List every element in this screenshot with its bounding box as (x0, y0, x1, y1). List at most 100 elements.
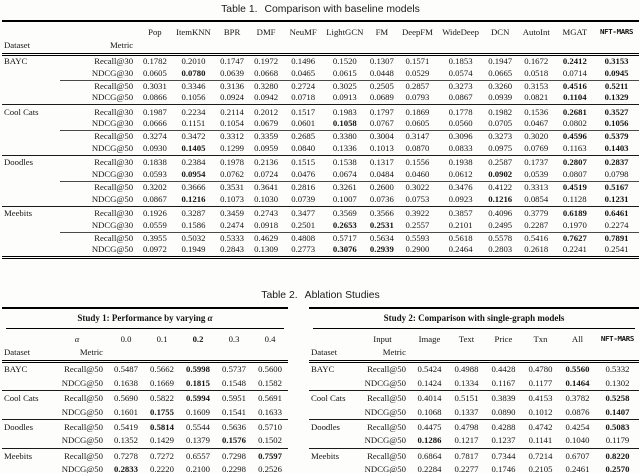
table-row: Recall@50 0.3955 0.5032 0.5333 0.4629 0.4808 0… (2, 231, 639, 245)
value-cell: 0.0674 (332, 169, 357, 180)
value-cell: 0.0639 (220, 67, 245, 78)
column-header: NFT-MARS (599, 27, 634, 36)
value-cell: 0.7627 (555, 231, 595, 245)
value-cell: 0.0476 (291, 169, 316, 180)
table-row: NDCG@50 0.2833 0.2220 0.2100 0.2298 0.2526 (2, 463, 288, 473)
value-cell: 0.0484 (369, 169, 394, 180)
value-cell: 0.1302 (605, 377, 630, 388)
table-row: Doodles Recall@50 0.4475 0.4798 0.4288 0.4742… (308, 418, 639, 435)
value-cell: 0.2384 (171, 154, 216, 170)
value-cell: 0.5951 (216, 389, 252, 406)
table-row: NDCG@50 0.0867 0.1216 0.1073 0.1030 0.0739 0.1… (2, 194, 639, 206)
dataset-cell (2, 118, 60, 130)
value-cell: 0.5424 (417, 364, 442, 375)
table1-caption-label: Table 1. (221, 4, 258, 15)
column-header: DeepFM (401, 27, 433, 37)
dataset-cell (2, 434, 46, 448)
value-cell: 0.2724 (283, 79, 323, 93)
value-cell: 0.2557 (405, 219, 430, 230)
value-cell: 0.4122 (483, 180, 517, 194)
value-cell: 0.1056 (181, 92, 206, 103)
value-cell: 0.1638 (114, 377, 138, 388)
value-cell: 0.5083 (595, 418, 639, 435)
value-cell: 0.1755 (150, 406, 174, 417)
metric-cell: Recall@30 (94, 56, 134, 66)
value-cell: 0.0574 (448, 67, 473, 78)
metric-header: Metric (59, 38, 139, 56)
table-row: Meebits Recall@50 0.6864 0.7817 0.7344 0.7214… (308, 447, 639, 464)
value-cell: 0.4519 (555, 180, 595, 194)
dataset-cell (2, 80, 60, 92)
value-cell: 0.1983 (322, 104, 367, 119)
value-cell: 0.1379 (186, 435, 210, 446)
value-cell: 0.5211 (594, 79, 639, 93)
value-cell: 0.1669 (150, 377, 174, 388)
metric-cell: NDCG@50 (61, 406, 103, 417)
table-row: Meebits Recall@30 0.1926 0.3287 0.3459 0.2743… (2, 205, 639, 220)
empty-cell (283, 38, 323, 56)
dataset-cell (309, 406, 354, 420)
table-row: Doodles Recall@30 0.1838 0.2384 0.1978 0.2136… (2, 154, 639, 170)
value-cell: 0.3260 (483, 79, 517, 93)
table1-container: Pop ItemKNN BPR DMF NeuMF LightGCN FM DeepFM Wid… (2, 20, 639, 260)
value-cell: 0.0840 (291, 143, 316, 154)
value-cell: 0.1541 (222, 406, 246, 417)
value-cell: 0.0679 (254, 118, 279, 129)
value-cell: 0.3153 (604, 56, 629, 66)
table-row: NDCG@50 0.1638 0.1669 0.1815 0.1548 0.1582 (2, 377, 288, 391)
column-header: DMF (256, 27, 276, 37)
column-header: All (571, 334, 584, 345)
value-cell: 0.2287 (524, 219, 549, 230)
value-cell: 0.4988 (454, 364, 479, 375)
dataset-header: Dataset (2, 345, 46, 364)
value-cell: 0.2816 (283, 180, 323, 194)
table1: Pop ItemKNN BPR DMF NeuMF LightGCN FM DeepFM Wid… (2, 20, 639, 260)
dataset-cell (2, 377, 46, 391)
value-cell: 0.0666 (142, 118, 167, 129)
value-cell: 0.3025 (322, 79, 367, 93)
value-cell: 0.0753 (405, 193, 430, 204)
value-cell: 0.2685 (283, 130, 323, 144)
metric-cell: Recall@50 (59, 130, 139, 144)
metric-cell: Recall@50 (353, 447, 411, 464)
dataset-header: Dataset (2, 38, 60, 56)
value-cell: 0.0867 (142, 193, 167, 204)
value-cell: 0.5634 (366, 231, 398, 245)
empty-cell (366, 38, 398, 56)
metric-cell: Recall@50 (59, 180, 139, 194)
metric-cell: NDCG@30 (91, 219, 134, 230)
value-cell: 0.0605 (142, 67, 167, 78)
value-cell: 0.0870 (405, 143, 430, 154)
value-cell: 0.0954 (181, 169, 206, 180)
value-cell: 0.0615 (332, 67, 357, 78)
value-cell: 0.0930 (142, 143, 167, 154)
value-cell: 0.0767 (369, 118, 394, 129)
value-cell: 0.3076 (332, 244, 357, 255)
dataset-cell (2, 406, 46, 420)
column-header: 0.0 (120, 334, 132, 345)
value-cell: 0.0612 (448, 169, 473, 180)
value-cell: 0.1179 (605, 435, 630, 446)
value-cell: 0.2241 (562, 244, 587, 255)
value-cell: 0.0866 (142, 92, 167, 103)
value-cell: 0.1972 (254, 56, 279, 66)
value-cell: 0.0876 (565, 406, 590, 417)
metric-cell: NDCG@50 (364, 377, 406, 388)
value-cell: 0.1938 (437, 154, 484, 170)
column-header: Price (494, 334, 513, 345)
metric-cell: NDCG@50 (364, 406, 406, 417)
value-cell: 0.3274 (138, 130, 172, 144)
table2-caption: Table 2. Ablation Studies (2, 290, 639, 301)
value-cell: 0.5578 (483, 231, 517, 245)
table2-caption-text: Ablation Studies (304, 290, 380, 302)
value-cell: 0.0833 (448, 143, 473, 154)
value-cell: 0.1012 (528, 406, 553, 417)
value-cell: 0.1947 (488, 56, 513, 66)
value-cell: 0.3459 (215, 205, 249, 220)
table-row: Meebits Recall@50 0.7278 0.7272 0.6557 0.7298… (2, 447, 289, 464)
value-cell: 0.1970 (562, 219, 587, 230)
value-cell: 0.5814 (144, 418, 180, 435)
value-cell: 0.1307 (369, 56, 394, 66)
value-cell: 0.5737 (222, 364, 246, 375)
value-cell: 0.3312 (215, 130, 249, 144)
